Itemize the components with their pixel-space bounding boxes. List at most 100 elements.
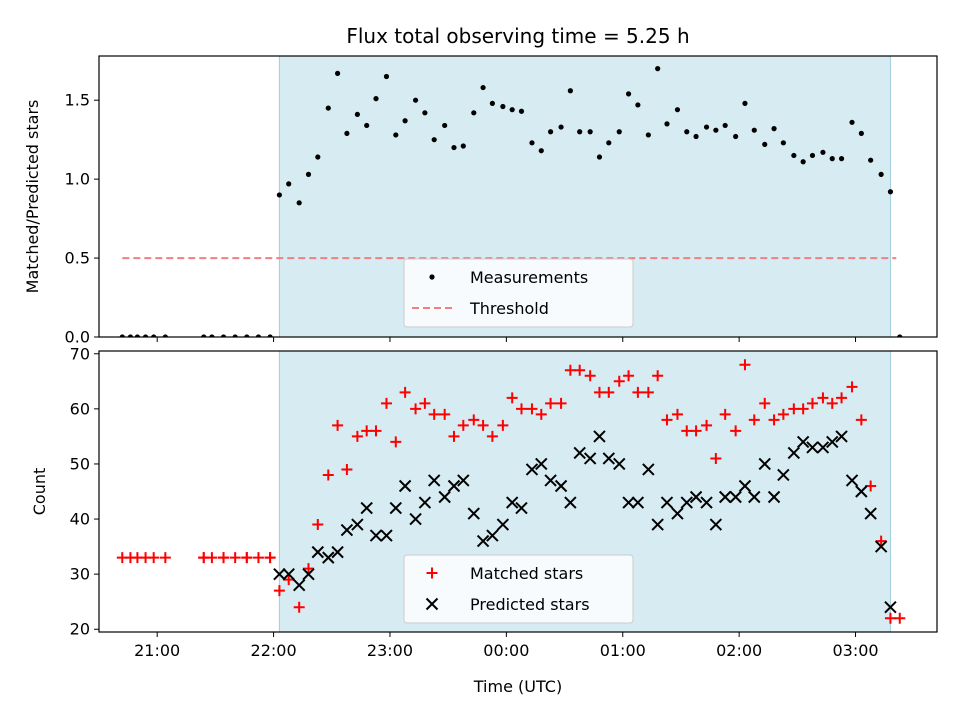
matched-star-point	[390, 436, 402, 448]
measurement-point	[674, 107, 681, 113]
measurement-point	[354, 111, 360, 118]
predicted-star-point	[884, 600, 897, 614]
matched-star-point	[410, 403, 422, 415]
matched-star-point	[817, 392, 829, 404]
matched-star-point	[690, 425, 702, 437]
measurement-point	[742, 100, 748, 106]
predicted-star-point	[642, 463, 655, 476]
measurement-point	[286, 181, 292, 187]
predicted-star-point	[583, 452, 597, 465]
predicted-star-point	[292, 578, 306, 592]
matched-star-point	[768, 414, 780, 426]
measurement-point	[244, 334, 250, 337]
measurement-point	[442, 122, 448, 129]
matched-star-point	[632, 386, 644, 398]
matched-star-point	[701, 419, 713, 431]
predicted-star-point	[398, 479, 412, 493]
top-ytick-label: 0.0	[65, 328, 90, 347]
measurement-point	[800, 159, 806, 165]
top-legend-box	[403, 258, 634, 328]
predicted-star-point	[380, 529, 393, 542]
predicted-star-point	[447, 479, 461, 493]
matched-star-point	[623, 370, 635, 382]
measurement-point	[878, 171, 884, 177]
measurement-point	[693, 133, 699, 140]
measurement-point	[393, 132, 399, 138]
measurement-point	[829, 156, 835, 162]
predicted-star-point	[835, 430, 848, 443]
predicted-star-point	[302, 567, 315, 581]
predicted-star-point	[651, 518, 664, 531]
chart-title: Flux total observing time = 5.25 h	[346, 24, 689, 48]
matched-star-point	[159, 552, 171, 564]
measurement-point	[296, 200, 302, 206]
predicted-star-point	[718, 490, 732, 504]
measurement-point	[645, 132, 651, 138]
measurement-point	[684, 129, 690, 135]
predicted-star-point	[351, 518, 364, 531]
predicted-star-point	[796, 435, 810, 449]
matched-star-point	[759, 397, 771, 409]
predicted-star-point	[855, 485, 868, 498]
top-series-measurements	[119, 66, 903, 337]
matched-star-point	[322, 469, 334, 481]
predicted-star-point	[486, 529, 499, 542]
measurement-point	[606, 140, 612, 146]
measurement-point	[897, 334, 903, 337]
measurement-point	[431, 137, 437, 143]
measurement-point	[780, 140, 786, 146]
predicted-star-point	[476, 534, 490, 548]
matched-star-point	[457, 419, 469, 431]
xtick-label: 21:00	[134, 641, 180, 660]
top-panel-measurements: 0.0 0.5 1.0 1.5 Flux total observing time = …	[23, 24, 938, 347]
measurement-point	[489, 100, 495, 106]
measurement-point	[616, 129, 622, 135]
measurement-point	[791, 152, 797, 159]
matched-star-point	[535, 408, 547, 420]
matched-star-point	[273, 585, 285, 597]
matched-star-point	[218, 552, 230, 564]
measurement-point	[373, 96, 379, 102]
matched-star-point	[777, 408, 789, 420]
matched-star-point	[836, 392, 848, 404]
xtick-label: 02:00	[716, 641, 762, 660]
matched-star-point	[380, 397, 392, 409]
bottom-ytick-label: 70	[70, 344, 90, 363]
measurement-point	[325, 105, 331, 111]
predicted-star-point	[438, 490, 451, 504]
measurement-point	[577, 129, 583, 135]
bottom-ylabel: Count	[30, 468, 49, 516]
bottom-ytick-label: 20	[70, 620, 90, 639]
predicted-star-point	[738, 479, 752, 493]
matched-star-point	[719, 408, 731, 420]
predicted-star-point	[602, 452, 615, 465]
measurement-point	[509, 107, 515, 113]
predicted-star-point	[660, 496, 674, 509]
matched-star-point	[894, 612, 906, 624]
predicted-star-point	[680, 496, 693, 509]
bottom-legend: Matched stars Predicted stars	[403, 554, 634, 624]
matched-star-point	[303, 563, 314, 575]
matched-star-point	[229, 552, 241, 564]
bottom-ytick-label: 40	[70, 510, 90, 529]
matched-star-point	[506, 392, 518, 404]
measurement-point	[771, 126, 777, 132]
measurement-point	[201, 334, 207, 337]
predicted-star-point	[331, 545, 344, 559]
measurement-point	[402, 118, 408, 124]
predicted-star-point	[427, 474, 441, 487]
measurement-point	[334, 70, 341, 76]
predicted-star-point	[671, 507, 684, 520]
matched-star-point	[545, 397, 557, 409]
predicted-star-point	[845, 474, 859, 487]
predicted-star-point	[564, 496, 577, 509]
predicted-star-point	[787, 446, 801, 460]
predicted-star-point	[322, 551, 335, 564]
predicted-star-point	[767, 490, 781, 504]
legend-label: Measurements	[470, 268, 588, 287]
measurement-point	[518, 108, 525, 114]
xtick-label: 03:00	[832, 641, 878, 660]
measurement-point	[151, 334, 157, 337]
matched-star-point	[875, 535, 887, 547]
measurement-point	[344, 130, 350, 136]
